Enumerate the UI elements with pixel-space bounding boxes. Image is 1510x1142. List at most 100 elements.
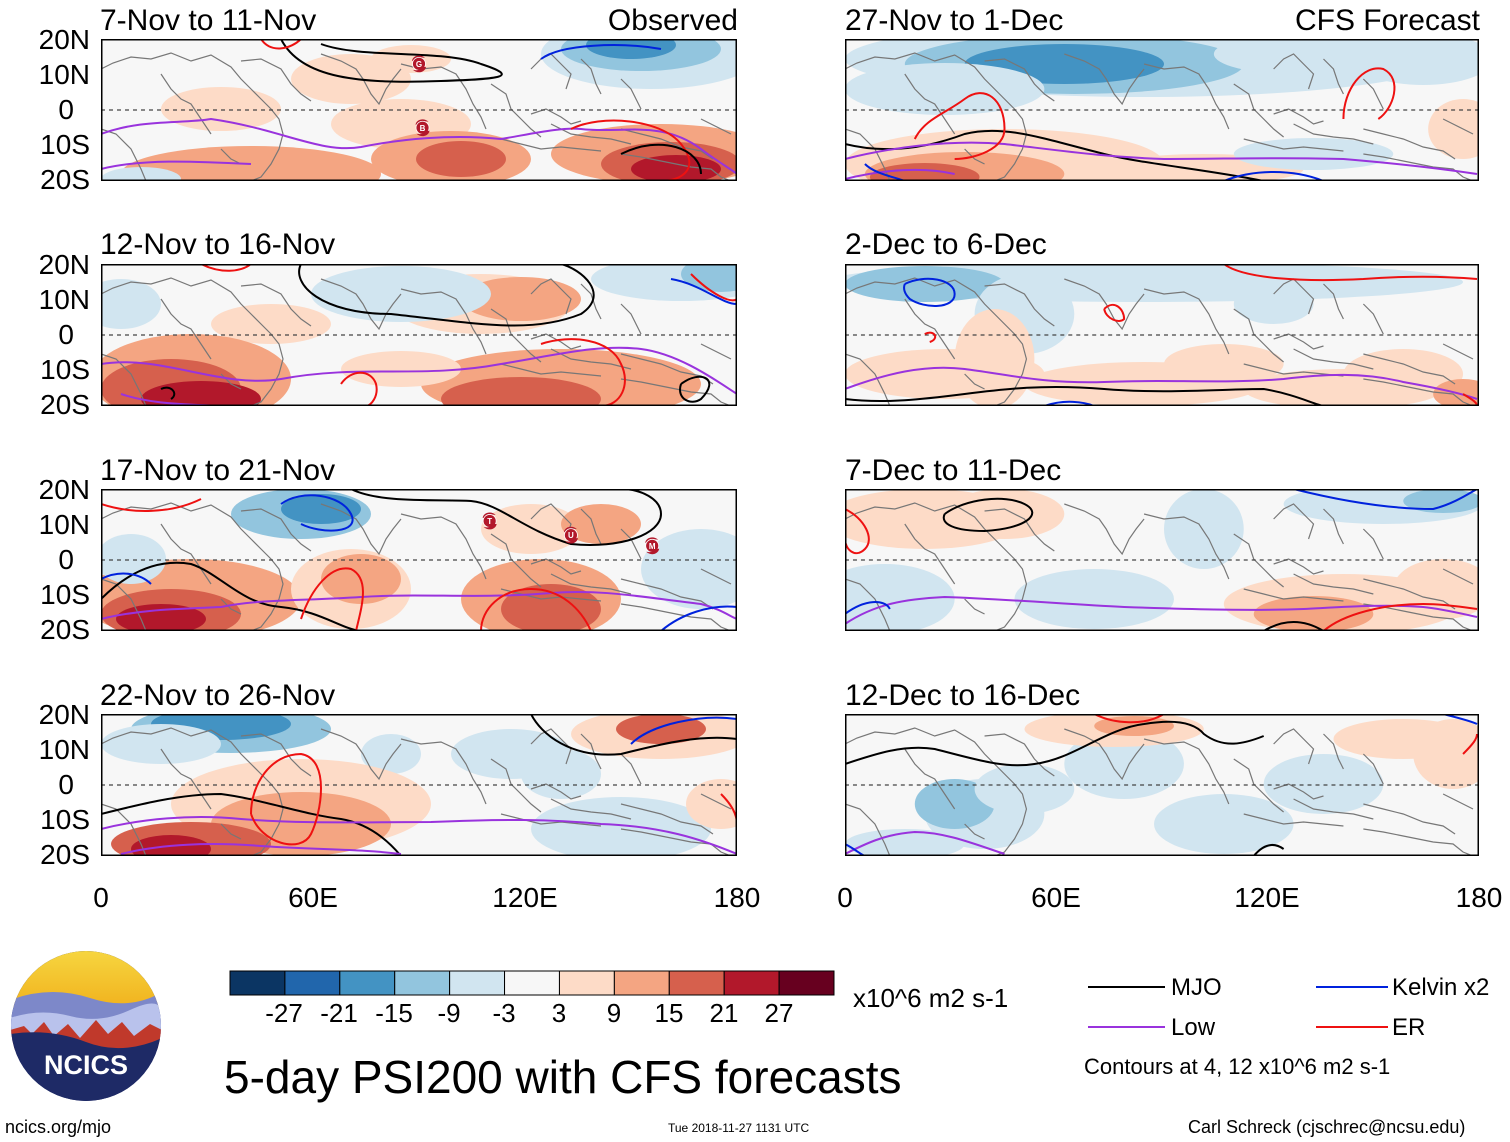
coastline [530,53,572,90]
coastline [1293,348,1374,370]
er-contour [101,498,202,512]
coastline [1064,53,1145,106]
map-panel-fcst-2 [845,264,1479,406]
coastline [1233,758,1284,813]
anomaly-shading [101,534,166,584]
coastline [580,58,602,95]
coastline [1143,63,1230,130]
anomaly-shading [481,504,581,554]
lon-label: 120E [492,882,558,913]
er-contour [540,338,626,406]
anomaly-shading [561,504,641,544]
lat-label: 20N [38,474,90,505]
coastline [620,153,732,181]
lat-label: 10N [38,734,90,765]
anomaly-shading [1353,39,1479,85]
legend-contours-note: Contours at 4, 12 x10^6 m2 s-1 [1084,1054,1391,1079]
coastline [1362,78,1384,110]
anomaly-shading [1428,99,1479,159]
colorbar-box [668,970,725,996]
coastline [160,298,212,360]
ncics-logo-text: NCICS [44,1050,128,1080]
coastline [1233,308,1284,363]
coastline [984,58,1055,102]
panel-title-obs-3: 17-Nov to 21-Nov [100,454,336,487]
coastline [1143,288,1230,355]
anomaly-shading [341,351,461,387]
cyclone-icon [416,130,430,137]
anomaly-shading [101,167,181,181]
lat-label: 20N [38,699,90,730]
coastline [1442,793,1474,810]
panel-title-obs-4: 22-Nov to 26-Nov [100,679,336,712]
lat-label: 20S [40,839,90,870]
coastline [550,798,632,820]
coastline [1363,153,1474,181]
observed-label: Observed [607,4,738,37]
colorbar-tick: -15 [375,998,413,1028]
coastline [845,727,1028,856]
er-contour [1103,303,1126,322]
er-contour [913,92,1006,160]
lat-label: 20N [38,249,90,280]
coastline [220,148,242,165]
anomaly-shading [1263,754,1384,814]
map-frame [845,714,1479,856]
map-frame [845,39,1479,181]
coastline [845,52,1028,181]
cyclone-letter: B [420,124,426,133]
lat-label: 10S [40,579,90,610]
colorbar-tick: -21 [320,998,358,1028]
anomaly-shading [914,779,995,829]
map-content [845,489,1479,631]
anomaly-shading [944,489,1065,539]
coastline [101,52,284,181]
coastline [530,558,582,575]
cyclone-letter: G [416,60,422,69]
colorbar-box [339,970,396,996]
coastline [490,308,542,363]
coastline [220,598,242,615]
coastline [700,343,732,360]
mjo-contour [101,792,402,856]
lat-label: 0 [58,769,74,800]
legend-kelvin-label: Kelvin x2 [1392,974,1490,1001]
mjo-contour [845,129,1264,181]
coastline [240,733,312,777]
coastline [1243,588,1344,602]
anomaly-shading [371,45,451,73]
er-contour [1462,733,1479,755]
coastline [320,503,402,556]
coastline [1273,783,1324,800]
coastline [580,508,602,545]
lon-label: 180 [713,882,761,913]
coastline [964,373,985,390]
panel-title-fcst-4: 12-Dec to 16-Dec [845,679,1081,712]
coastline [101,277,284,406]
coastline [320,728,402,781]
lat-label: 0 [58,544,74,575]
kelvin-contour [903,277,956,307]
anomaly-shading [869,163,980,181]
coastline [550,348,632,370]
tropical-cyclone-marker: G [412,55,426,73]
colorbar-tick: 9 [606,998,622,1028]
low-contour [101,346,737,395]
lat-label: 20S [40,614,90,645]
coastline [101,353,147,406]
coastline [1273,558,1324,575]
lat-label: 20S [40,389,90,420]
coastline [1243,813,1344,827]
colorbar-box [394,970,451,996]
map-panel-obs-1: GB [101,39,737,181]
kelvin-contour [1223,171,1324,181]
anomaly-shading [845,63,1045,115]
tropical-cyclone-marker: U [563,526,578,544]
map-content [845,39,1479,181]
map-panel-obs-4 [101,714,737,856]
low-contour [101,590,737,620]
coastline [240,283,312,327]
coastline [101,803,147,856]
coastline [984,733,1055,777]
lon-label: 180 [1455,882,1503,913]
